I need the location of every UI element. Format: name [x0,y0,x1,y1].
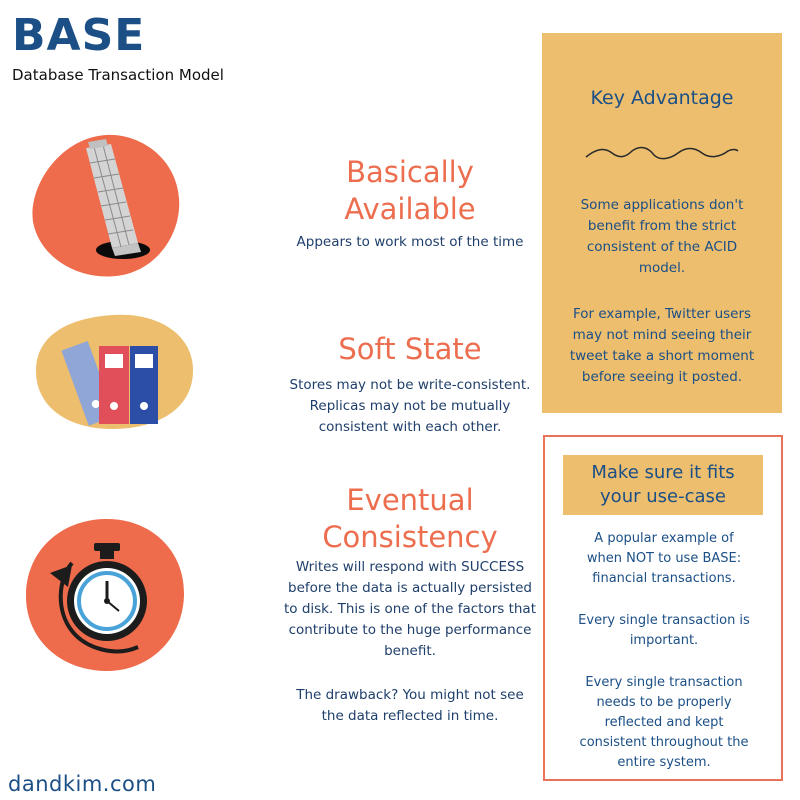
use-case-para-2: Every single transaction is important. [578,613,750,648]
use-case-para-1: A popular example of when NOT to use BAS… [586,531,742,586]
use-case-panel: Make sure it fits your use-case A popula… [543,435,783,781]
key-advantage-title: Key Advantage [590,87,734,109]
key-advantage-para-2: For example, Twitter users may not mind … [569,306,755,385]
leaning-tower-icon [32,134,180,277]
eventual-consistency-heading: Eventual Consistency [322,483,498,554]
key-advantage-para-1: Some applications don't benefit from the… [580,197,744,276]
use-case-title: Make sure it fits your use-case [563,455,763,515]
stopwatch-icon [25,518,185,672]
soft-state-heading: Soft State [338,332,482,366]
key-advantage-panel: Key Advantage Some applications don't be… [542,33,782,413]
basically-available-heading: Basically Available [344,155,476,226]
page-title: BASE [12,10,146,61]
soft-state-description: Stores may not be write-consistent. Repl… [289,377,531,435]
eventual-consistency-description: Writes will respond with SUCCESS before … [283,559,536,659]
page-subtitle: Database Transaction Model [12,66,224,84]
eventual-consistency-drawback: The drawback? You might not see the data… [296,687,524,724]
basically-available-description: Appears to work most of the time [296,234,524,250]
squiggle-divider-icon [585,146,739,160]
use-case-para-3: Every single transaction needs to be pro… [579,675,749,770]
binders-icon [35,314,194,429]
footer-site-link[interactable]: dandkim.com [8,772,157,796]
